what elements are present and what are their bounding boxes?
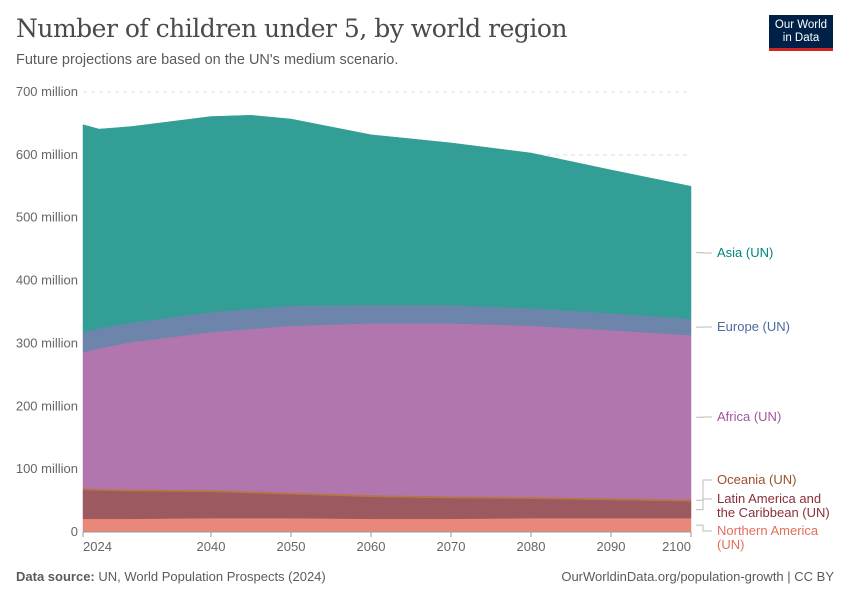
series-label: Asia (UN) bbox=[717, 245, 773, 260]
owid-logo[interactable]: Our World in Data bbox=[769, 15, 833, 51]
label-connector bbox=[696, 524, 712, 532]
y-tick-label: 0 bbox=[71, 524, 78, 539]
source-label: Data source: bbox=[16, 569, 95, 584]
data-source: Data source: UN, World Population Prospe… bbox=[16, 569, 326, 584]
y-tick-label: 500 million bbox=[16, 210, 78, 225]
y-tick-label: 600 million bbox=[16, 147, 78, 162]
x-tick-label: 2024 bbox=[83, 539, 112, 554]
chart-subtitle: Future projections are based on the UN's… bbox=[16, 52, 399, 68]
x-tick-label: 2040 bbox=[197, 539, 226, 554]
x-tick-label: 2070 bbox=[437, 539, 466, 554]
x-tick-label: 2100 bbox=[662, 539, 691, 554]
x-tick-label: 2080 bbox=[517, 539, 546, 554]
y-tick-label: 400 million bbox=[16, 273, 78, 288]
label-connector bbox=[696, 479, 712, 501]
area-africa-un bbox=[82, 323, 692, 500]
y-tick-label: 200 million bbox=[16, 398, 78, 413]
y-tick-label: 700 million bbox=[16, 84, 78, 99]
footer-link[interactable]: OurWorldinData.org/population-growth | C… bbox=[561, 569, 834, 584]
chart-title: Number of children under 5, by world reg… bbox=[16, 14, 568, 43]
x-tick-label: 2060 bbox=[357, 539, 386, 554]
series-label: Latin America and the Caribbean (UN) bbox=[717, 491, 830, 520]
series-label: Europe (UN) bbox=[717, 319, 790, 334]
series-label: Oceania (UN) bbox=[717, 472, 796, 487]
series-label: Northern America (UN) bbox=[717, 523, 819, 552]
x-tick-label: 2090 bbox=[597, 539, 626, 554]
x-tick-label: 2050 bbox=[277, 539, 306, 554]
y-tick-label: 100 million bbox=[16, 461, 78, 476]
source-text: UN, World Population Prospects (2024) bbox=[98, 569, 326, 584]
logo-text: Our World in Data bbox=[774, 19, 828, 44]
label-connector bbox=[696, 498, 712, 511]
y-tick-label: 300 million bbox=[16, 335, 78, 350]
area-northern-america-un bbox=[82, 517, 692, 533]
area-asia-un bbox=[82, 115, 692, 333]
series-label: Africa (UN) bbox=[717, 409, 781, 424]
